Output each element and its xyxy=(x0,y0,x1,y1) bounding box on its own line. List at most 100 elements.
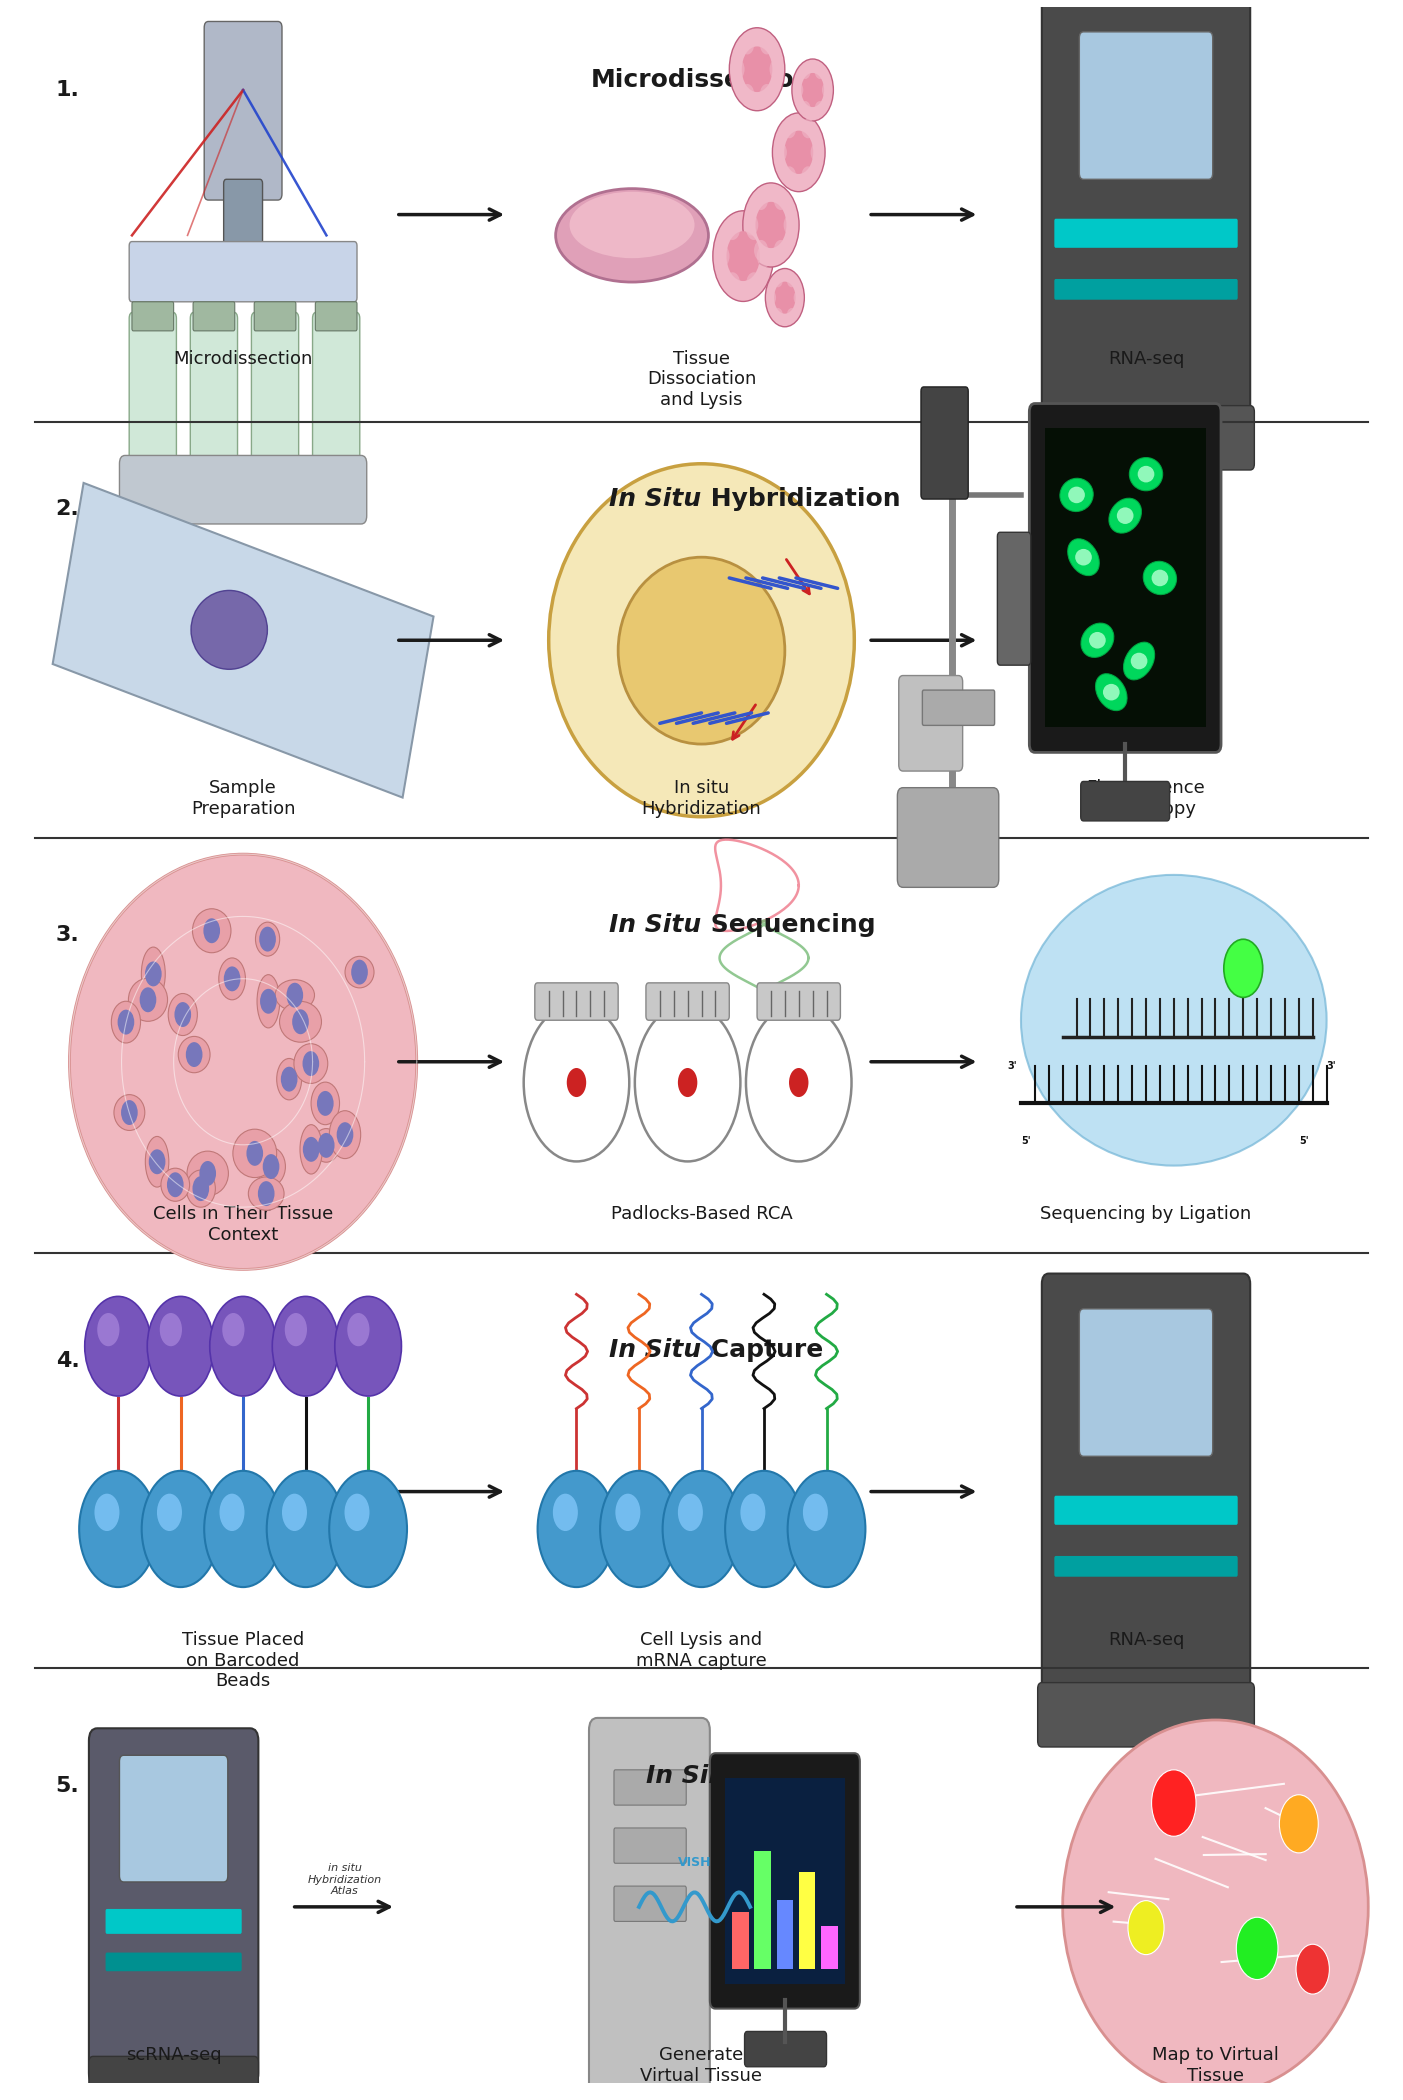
FancyBboxPatch shape xyxy=(1030,403,1221,752)
FancyBboxPatch shape xyxy=(1079,1308,1212,1455)
Ellipse shape xyxy=(1117,508,1134,525)
Circle shape xyxy=(97,1312,119,1346)
Text: VISH: VISH xyxy=(678,1856,711,1869)
Ellipse shape xyxy=(257,974,279,1027)
Text: Microdissection: Microdissection xyxy=(174,349,313,368)
Ellipse shape xyxy=(248,1176,283,1210)
Circle shape xyxy=(118,1010,135,1035)
Circle shape xyxy=(1296,1945,1330,1995)
Circle shape xyxy=(318,1132,334,1157)
Circle shape xyxy=(678,1493,703,1531)
Ellipse shape xyxy=(1062,1720,1368,2094)
Circle shape xyxy=(553,1493,578,1531)
Circle shape xyxy=(222,1312,244,1346)
FancyBboxPatch shape xyxy=(119,456,366,525)
Circle shape xyxy=(219,1493,244,1531)
Ellipse shape xyxy=(345,956,375,987)
Text: 2.: 2. xyxy=(56,500,80,519)
Circle shape xyxy=(1280,1796,1319,1852)
Circle shape xyxy=(662,1470,741,1588)
FancyBboxPatch shape xyxy=(205,21,282,200)
Ellipse shape xyxy=(300,1126,323,1174)
Text: Sample
Preparation: Sample Preparation xyxy=(191,779,296,819)
FancyBboxPatch shape xyxy=(88,1728,258,2085)
Ellipse shape xyxy=(178,1037,210,1073)
FancyBboxPatch shape xyxy=(1079,32,1212,178)
FancyBboxPatch shape xyxy=(254,302,296,332)
Text: in situ
Hybridization
Atlas: in situ Hybridization Atlas xyxy=(307,1863,382,1896)
Circle shape xyxy=(783,166,797,185)
Circle shape xyxy=(769,61,781,78)
Ellipse shape xyxy=(1124,643,1155,680)
Text: Capture: Capture xyxy=(702,1338,822,1363)
FancyBboxPatch shape xyxy=(615,1827,686,1863)
Ellipse shape xyxy=(192,909,231,953)
Circle shape xyxy=(741,1493,766,1531)
Circle shape xyxy=(247,1140,264,1166)
Circle shape xyxy=(1236,1917,1278,1980)
Circle shape xyxy=(759,38,772,57)
Circle shape xyxy=(784,132,812,172)
Text: 5.: 5. xyxy=(56,1777,80,1796)
Ellipse shape xyxy=(549,464,854,817)
Ellipse shape xyxy=(187,1170,216,1207)
Ellipse shape xyxy=(257,1147,285,1186)
Circle shape xyxy=(744,48,770,90)
Circle shape xyxy=(281,1067,297,1092)
Circle shape xyxy=(262,1155,279,1178)
Circle shape xyxy=(773,237,784,254)
Circle shape xyxy=(121,1100,137,1126)
Circle shape xyxy=(223,966,240,991)
FancyBboxPatch shape xyxy=(316,302,356,332)
Circle shape xyxy=(787,271,797,288)
Ellipse shape xyxy=(1096,674,1127,710)
Circle shape xyxy=(140,987,156,1012)
Ellipse shape xyxy=(1068,487,1085,504)
Text: 4.: 4. xyxy=(56,1350,80,1371)
Circle shape xyxy=(174,1002,191,1027)
Circle shape xyxy=(734,61,746,78)
Bar xyxy=(755,1850,772,1970)
Circle shape xyxy=(725,271,741,294)
Ellipse shape xyxy=(168,993,198,1035)
Text: Padlocks-Based RCA: Padlocks-Based RCA xyxy=(610,1205,793,1222)
Circle shape xyxy=(317,1090,334,1115)
Circle shape xyxy=(773,309,783,323)
FancyBboxPatch shape xyxy=(615,1770,686,1806)
Ellipse shape xyxy=(330,1111,361,1159)
Circle shape xyxy=(79,1470,157,1588)
FancyBboxPatch shape xyxy=(105,1953,241,1972)
Circle shape xyxy=(759,206,783,244)
Text: 3': 3' xyxy=(1007,1060,1017,1071)
Ellipse shape xyxy=(1103,685,1120,701)
Circle shape xyxy=(727,231,759,281)
Circle shape xyxy=(758,197,769,214)
Circle shape xyxy=(210,1296,276,1397)
Circle shape xyxy=(272,1296,340,1397)
Ellipse shape xyxy=(619,556,784,743)
Ellipse shape xyxy=(191,590,268,670)
FancyBboxPatch shape xyxy=(313,313,359,491)
Ellipse shape xyxy=(1129,458,1163,491)
Text: Cells in Their Tissue
Context: Cells in Their Tissue Context xyxy=(153,1205,334,1243)
Text: RNA-seq: RNA-seq xyxy=(1108,1632,1184,1648)
FancyBboxPatch shape xyxy=(920,386,968,500)
Circle shape xyxy=(803,1493,828,1531)
FancyBboxPatch shape xyxy=(129,313,177,491)
Text: In Silico: In Silico xyxy=(645,1764,758,1787)
Circle shape xyxy=(773,116,824,191)
FancyBboxPatch shape xyxy=(589,1718,710,2096)
Text: Tissue
Dissociation
and Lysis: Tissue Dissociation and Lysis xyxy=(647,349,756,410)
Circle shape xyxy=(787,309,797,323)
Polygon shape xyxy=(53,483,434,798)
Circle shape xyxy=(292,1010,309,1033)
Ellipse shape xyxy=(1089,632,1106,649)
FancyBboxPatch shape xyxy=(132,302,174,332)
Circle shape xyxy=(725,218,741,239)
Circle shape xyxy=(773,271,783,288)
Circle shape xyxy=(758,237,769,254)
FancyBboxPatch shape xyxy=(535,983,619,1021)
Circle shape xyxy=(1152,1770,1195,1835)
Text: In Situ: In Situ xyxy=(609,914,702,937)
FancyBboxPatch shape xyxy=(191,313,237,491)
